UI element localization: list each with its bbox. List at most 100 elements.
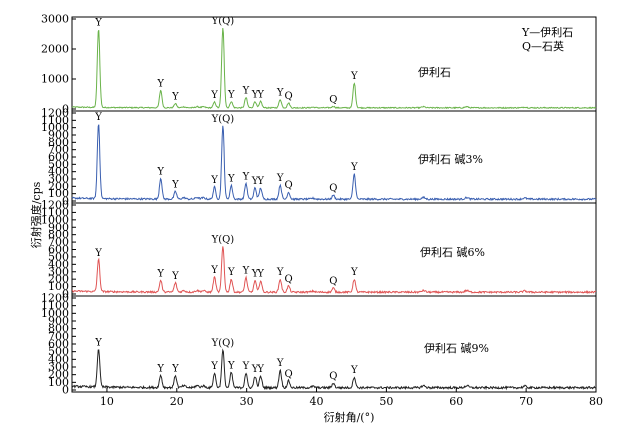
peak-label: Y(Q) [211, 235, 235, 246]
y-tick-label: 300 [48, 361, 69, 374]
y-tick-label: 600 [48, 151, 69, 164]
y-tick-label: 1100 [41, 206, 69, 219]
x-tick-label: 20 [170, 395, 184, 408]
y-tick-label: 1200 [41, 107, 69, 120]
peak-label: Y [276, 87, 284, 98]
peak-label: Y(Q) [211, 16, 235, 27]
peak-label: Q [284, 180, 292, 191]
peak-label: Y [210, 265, 218, 276]
peak-label: Y [350, 162, 358, 173]
x-tick-label: 30 [240, 395, 254, 408]
y-tick-label: 300 [48, 265, 69, 278]
y-tick-label: 0 [62, 384, 69, 397]
peak-label: Q [329, 183, 337, 194]
series-line [71, 246, 597, 295]
peak-label: Y [251, 176, 259, 187]
y-tick-label: 900 [48, 221, 69, 234]
peak-label: Q [284, 91, 292, 102]
x-tick-label: 60 [449, 395, 463, 408]
y-tick-label: 1000 [41, 213, 69, 226]
x-tick-label: 50 [379, 395, 393, 408]
peak-label: Q [329, 371, 337, 382]
peak-label: Y [94, 337, 102, 348]
y-tick-label: 1100 [41, 299, 69, 312]
peak-label: Y [227, 90, 235, 101]
peak-label: Y [227, 267, 235, 278]
panel-label: 伊利石 碱3% [418, 153, 483, 166]
peak-label: Y [171, 363, 179, 374]
y-tick-label: 200 [48, 368, 69, 381]
peak-label: Y [256, 364, 264, 375]
peak-label: Y [256, 269, 264, 280]
peak-label: Y [350, 365, 358, 376]
series-line [71, 124, 597, 202]
peak-label: Y [94, 248, 102, 259]
peak-label: Y [276, 173, 284, 184]
y-tick-label: 1000 [41, 73, 69, 86]
peak-label: Y [251, 364, 259, 375]
y-tick-label: 900 [48, 129, 69, 142]
y-tick-label: 2000 [41, 43, 69, 56]
y-axis-label: 衍射强度/cps [29, 181, 43, 248]
peak-label: Q [284, 369, 292, 380]
series-line [71, 27, 597, 110]
panel-3: 0100200300400500600700800900100011001200… [41, 199, 597, 301]
peak-label: Y [251, 90, 259, 101]
peak-label: Y [251, 269, 259, 280]
y-tick-label: 500 [48, 345, 69, 358]
legend-quartz: Q—石英 [522, 39, 564, 53]
peak-label: Y [156, 269, 164, 280]
x-tick-label: 70 [519, 395, 533, 408]
series-line [71, 348, 597, 391]
y-tick-label: 3000 [41, 13, 69, 26]
peak-label: Y [256, 90, 264, 101]
y-tick-label: 1200 [41, 199, 69, 212]
x-axis-label: 衍射角/(°) [324, 410, 375, 424]
x-tick-label: 80 [589, 395, 603, 408]
panel-label: 伊利石 [418, 66, 451, 79]
y-tick-label: 500 [48, 158, 69, 171]
y-tick-label: 700 [48, 330, 69, 343]
peak-label: Y [256, 176, 264, 187]
x-tick-label: 10 [100, 395, 114, 408]
panel-label: 伊利石 碱6% [420, 246, 485, 259]
peak-label: Y [156, 78, 164, 89]
peak-label: Q [329, 94, 337, 105]
peak-label: Y [156, 363, 164, 374]
panel-label: 伊利石 碱9% [424, 342, 489, 355]
y-tick-label: 400 [48, 258, 69, 271]
peak-label: Y [171, 179, 179, 190]
peak-label: Y [171, 271, 179, 282]
peak-label: Y [242, 361, 250, 372]
panel-2: 0100200300400500600700800900100011001200… [41, 107, 597, 208]
peak-label: Y [350, 71, 358, 82]
peak-label: Q [284, 274, 292, 285]
y-tick-label: 1000 [41, 121, 69, 134]
peak-label: Y(Q) [211, 114, 235, 125]
peak-label: Y [227, 174, 235, 185]
peak-label: Y [156, 166, 164, 177]
peak-label: Y [171, 92, 179, 103]
panel-4: 0100200300400500600700800900100011001200… [41, 292, 597, 397]
peak-label: Y [276, 267, 284, 278]
y-tick-label: 1200 [41, 292, 69, 305]
peak-label: Y [242, 86, 250, 97]
y-tick-label: 600 [48, 243, 69, 256]
peak-label: Y [210, 361, 218, 372]
y-tick-label: 700 [48, 143, 69, 156]
y-tick-label: 800 [48, 322, 69, 335]
peak-label: Y [242, 266, 250, 277]
peak-label: Y [210, 175, 218, 186]
y-tick-label: 1100 [41, 114, 69, 127]
y-tick-label: 400 [48, 165, 69, 178]
y-tick-label: 100 [48, 280, 69, 293]
peak-label: Y [227, 360, 235, 371]
y-tick-label: 900 [48, 315, 69, 328]
y-tick-label: 100 [48, 187, 69, 200]
peak-label: Y(Q) [211, 338, 235, 349]
y-tick-label: 700 [48, 236, 69, 249]
y-tick-label: 200 [48, 273, 69, 286]
